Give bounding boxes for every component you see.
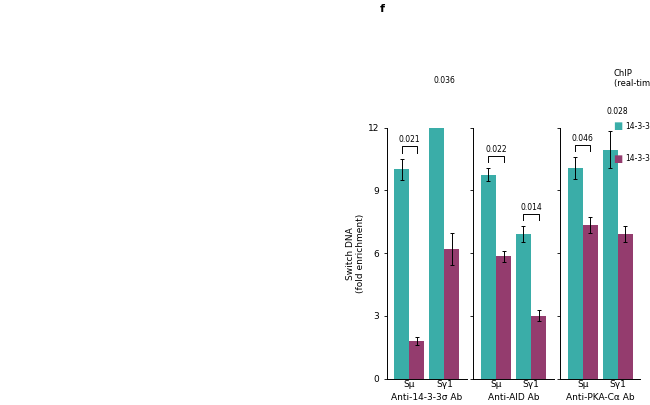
Bar: [445, 249, 460, 379]
Text: 0.022: 0.022: [485, 145, 507, 154]
Text: f: f: [380, 4, 385, 14]
Bar: [531, 316, 546, 379]
Text: 0.021: 0.021: [398, 135, 420, 145]
X-axis label: Anti-14-3-3σ Ab: Anti-14-3-3σ Ab: [391, 393, 462, 402]
Bar: [582, 225, 598, 379]
Bar: [618, 234, 632, 379]
Text: 14-3-3σ+/+: 14-3-3σ+/+: [625, 122, 650, 130]
Text: ■: ■: [614, 154, 623, 164]
Bar: [410, 341, 424, 379]
Text: 0.036: 0.036: [434, 76, 455, 85]
Bar: [496, 256, 511, 379]
Bar: [429, 111, 445, 379]
X-axis label: Anti-PKA-Cα Ab: Anti-PKA-Cα Ab: [566, 393, 634, 402]
Bar: [516, 234, 531, 379]
Bar: [567, 168, 582, 379]
X-axis label: Anti-AID Ab: Anti-AID Ab: [488, 393, 540, 402]
Bar: [395, 169, 410, 379]
Text: 14-3-3σ+/E/: 14-3-3σ+/E/: [625, 154, 650, 163]
Text: 0.014: 0.014: [520, 203, 542, 212]
Y-axis label: Switch DNA
(fold enrichment): Switch DNA (fold enrichment): [346, 213, 365, 293]
Text: 0.028: 0.028: [607, 107, 629, 116]
Text: 0.046: 0.046: [572, 134, 593, 143]
Bar: [603, 149, 618, 379]
Text: ■: ■: [614, 122, 623, 132]
Bar: [481, 175, 496, 379]
Text: ChIP
(real-time qPCR): ChIP (real-time qPCR): [614, 69, 650, 88]
